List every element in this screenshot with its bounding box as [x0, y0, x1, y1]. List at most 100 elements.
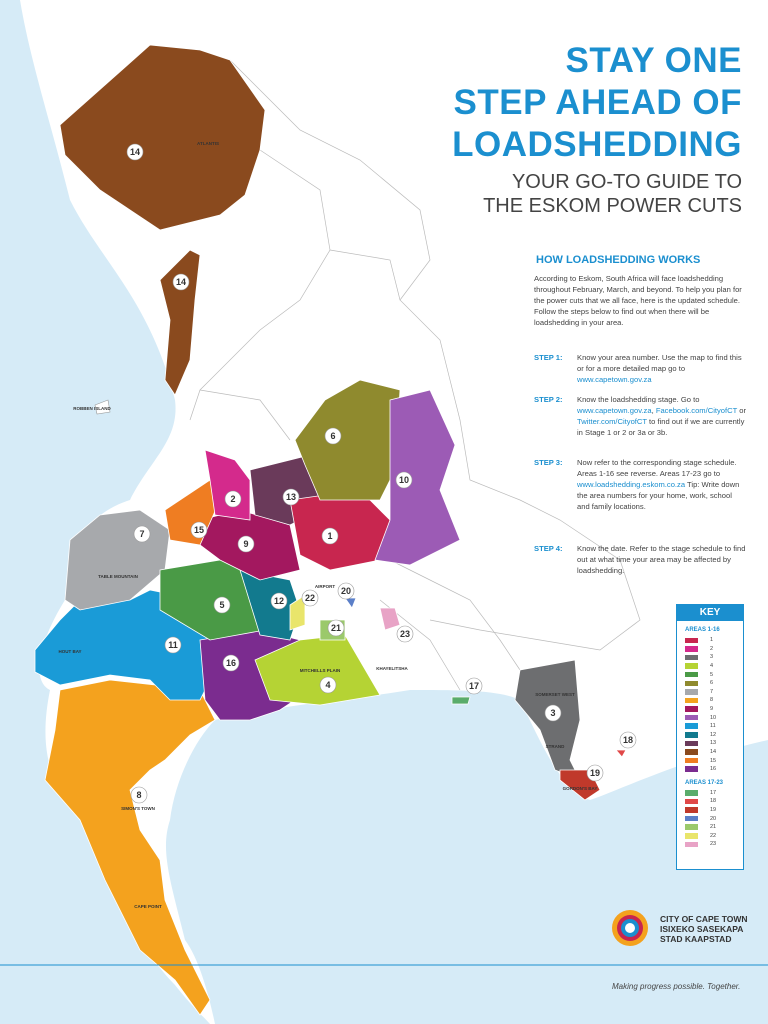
area-18 — [615, 749, 627, 758]
step-text-part: Know the date. Refer to the stage schedu… — [577, 544, 746, 575]
area-badge — [396, 625, 414, 643]
area-badge — [327, 619, 345, 637]
step-link: Facebook.com/CityofCT — [655, 406, 738, 415]
key-swatch — [685, 766, 698, 772]
key-number: 10 — [710, 714, 717, 721]
key-row: 14 — [685, 748, 743, 757]
step: STEP 1: Know your area number. Use the ma… — [534, 352, 746, 385]
area-badge — [213, 596, 231, 614]
place-label: CAPE POINT — [134, 904, 162, 909]
area-20 — [344, 597, 357, 609]
org-line: CITY OF CAPE TOWN — [660, 914, 748, 924]
place-label: STRAND — [546, 744, 565, 749]
step-link: www.capetown.gov.za — [577, 375, 652, 384]
subtitle-line: THE ESKOM POWER CUTS — [483, 195, 742, 217]
key-row: 19 — [685, 806, 743, 815]
step-label: STEP 1: — [534, 353, 563, 362]
title-line: LOADSHEDDING — [452, 125, 742, 164]
key-row: 8 — [685, 696, 743, 705]
area-badge — [224, 490, 242, 508]
key-number: 21 — [710, 824, 717, 831]
step-label: STEP 2: — [534, 395, 563, 404]
key-swatch — [685, 697, 698, 704]
area-badge — [172, 273, 190, 291]
area-badge — [270, 592, 288, 610]
key-row: 10 — [685, 713, 743, 722]
area-number: 12 — [274, 596, 284, 606]
key-swatch — [685, 815, 698, 822]
key-row: 23 — [685, 840, 743, 849]
area-badge — [222, 654, 240, 672]
key-number: 23 — [710, 841, 717, 848]
org-line: ISIXEKO SASEKAPA — [660, 924, 744, 934]
areas — [34, 44, 627, 1016]
step-text: Know the date. Refer to the stage schedu… — [577, 543, 746, 576]
area-number: 16 — [226, 658, 236, 668]
key-swatch — [685, 663, 698, 669]
key-swatch — [685, 841, 698, 848]
step-label: STEP 3: — [534, 458, 563, 467]
key-row: 12 — [685, 731, 743, 740]
ocean-west — [0, 0, 210, 1024]
key-row: 6 — [685, 679, 743, 688]
key-number: 15 — [710, 757, 717, 764]
step-text: Know the loadshedding stage. Go to www.c… — [577, 394, 746, 438]
area-10 — [374, 389, 461, 566]
area-number: 7 — [139, 529, 144, 539]
key-number: 19 — [710, 806, 717, 813]
key-number: 22 — [710, 832, 717, 839]
key-swatch — [685, 833, 698, 839]
area-number: 14 — [176, 277, 186, 287]
area-number: 19 — [590, 768, 600, 778]
key-title: KEY — [677, 605, 743, 621]
logo-center — [625, 923, 635, 933]
area-badge — [190, 521, 208, 539]
area-23 — [379, 607, 401, 631]
key-swatch — [685, 824, 698, 830]
key-number: 14 — [710, 749, 717, 756]
org-line: STAD KAAPSTAD — [660, 934, 732, 944]
area-badge — [130, 786, 148, 804]
place-label: HOUT BAY — [58, 649, 81, 654]
city-logo — [612, 910, 648, 946]
key-number: 4 — [710, 663, 714, 670]
place-label: SOMERSET WEST — [535, 692, 575, 697]
area-number: 3 — [550, 708, 555, 718]
area-number: 9 — [243, 539, 248, 549]
area-number: 1 — [327, 531, 332, 541]
key-swatch — [685, 646, 698, 652]
area-14 — [59, 44, 266, 231]
step-text: Now refer to the corresponding stage sch… — [577, 457, 746, 512]
area-14 — [159, 249, 201, 396]
step-text-part: Tip: Write down the area numbers for you… — [577, 480, 740, 511]
area-badge — [586, 764, 604, 782]
key-swatch — [685, 706, 698, 712]
area-number: 21 — [331, 623, 341, 633]
title-line: STEP AHEAD OF — [453, 83, 742, 122]
area-badge — [544, 704, 562, 722]
key-group-title: AREAS 17-23 — [685, 779, 724, 786]
section-heading: HOW LOADSHEDDING WORKS — [536, 254, 701, 266]
key: KEY AREAS 1-16 1 2 3 4 5 6 7 8 9 10 11 12 13 14 15 16 ARE… — [676, 604, 744, 870]
area-badge — [301, 589, 319, 607]
key-row: 13 — [685, 739, 743, 748]
key-swatch — [685, 732, 698, 738]
area-badge — [337, 582, 355, 600]
key-row: 11 — [685, 722, 743, 731]
area-number: 6 — [330, 431, 335, 441]
area-number: 15 — [194, 525, 204, 535]
place-label: ATLANTIS — [197, 141, 219, 146]
key-row: 18 — [685, 797, 743, 806]
place-label: MITCHELLS PLAIN — [300, 668, 341, 673]
area-badge — [319, 676, 337, 694]
key-row: 3 — [685, 653, 743, 662]
suburb-outlines — [189, 59, 641, 691]
key-row: 1 — [685, 636, 743, 645]
key-number: 12 — [710, 731, 717, 738]
key-row: 7 — [685, 688, 743, 697]
key-number: 6 — [710, 680, 714, 687]
place-label: AIRPORT — [315, 584, 336, 589]
place-label: KHAYELITSHA — [376, 666, 408, 671]
key-row: 5 — [685, 670, 743, 679]
